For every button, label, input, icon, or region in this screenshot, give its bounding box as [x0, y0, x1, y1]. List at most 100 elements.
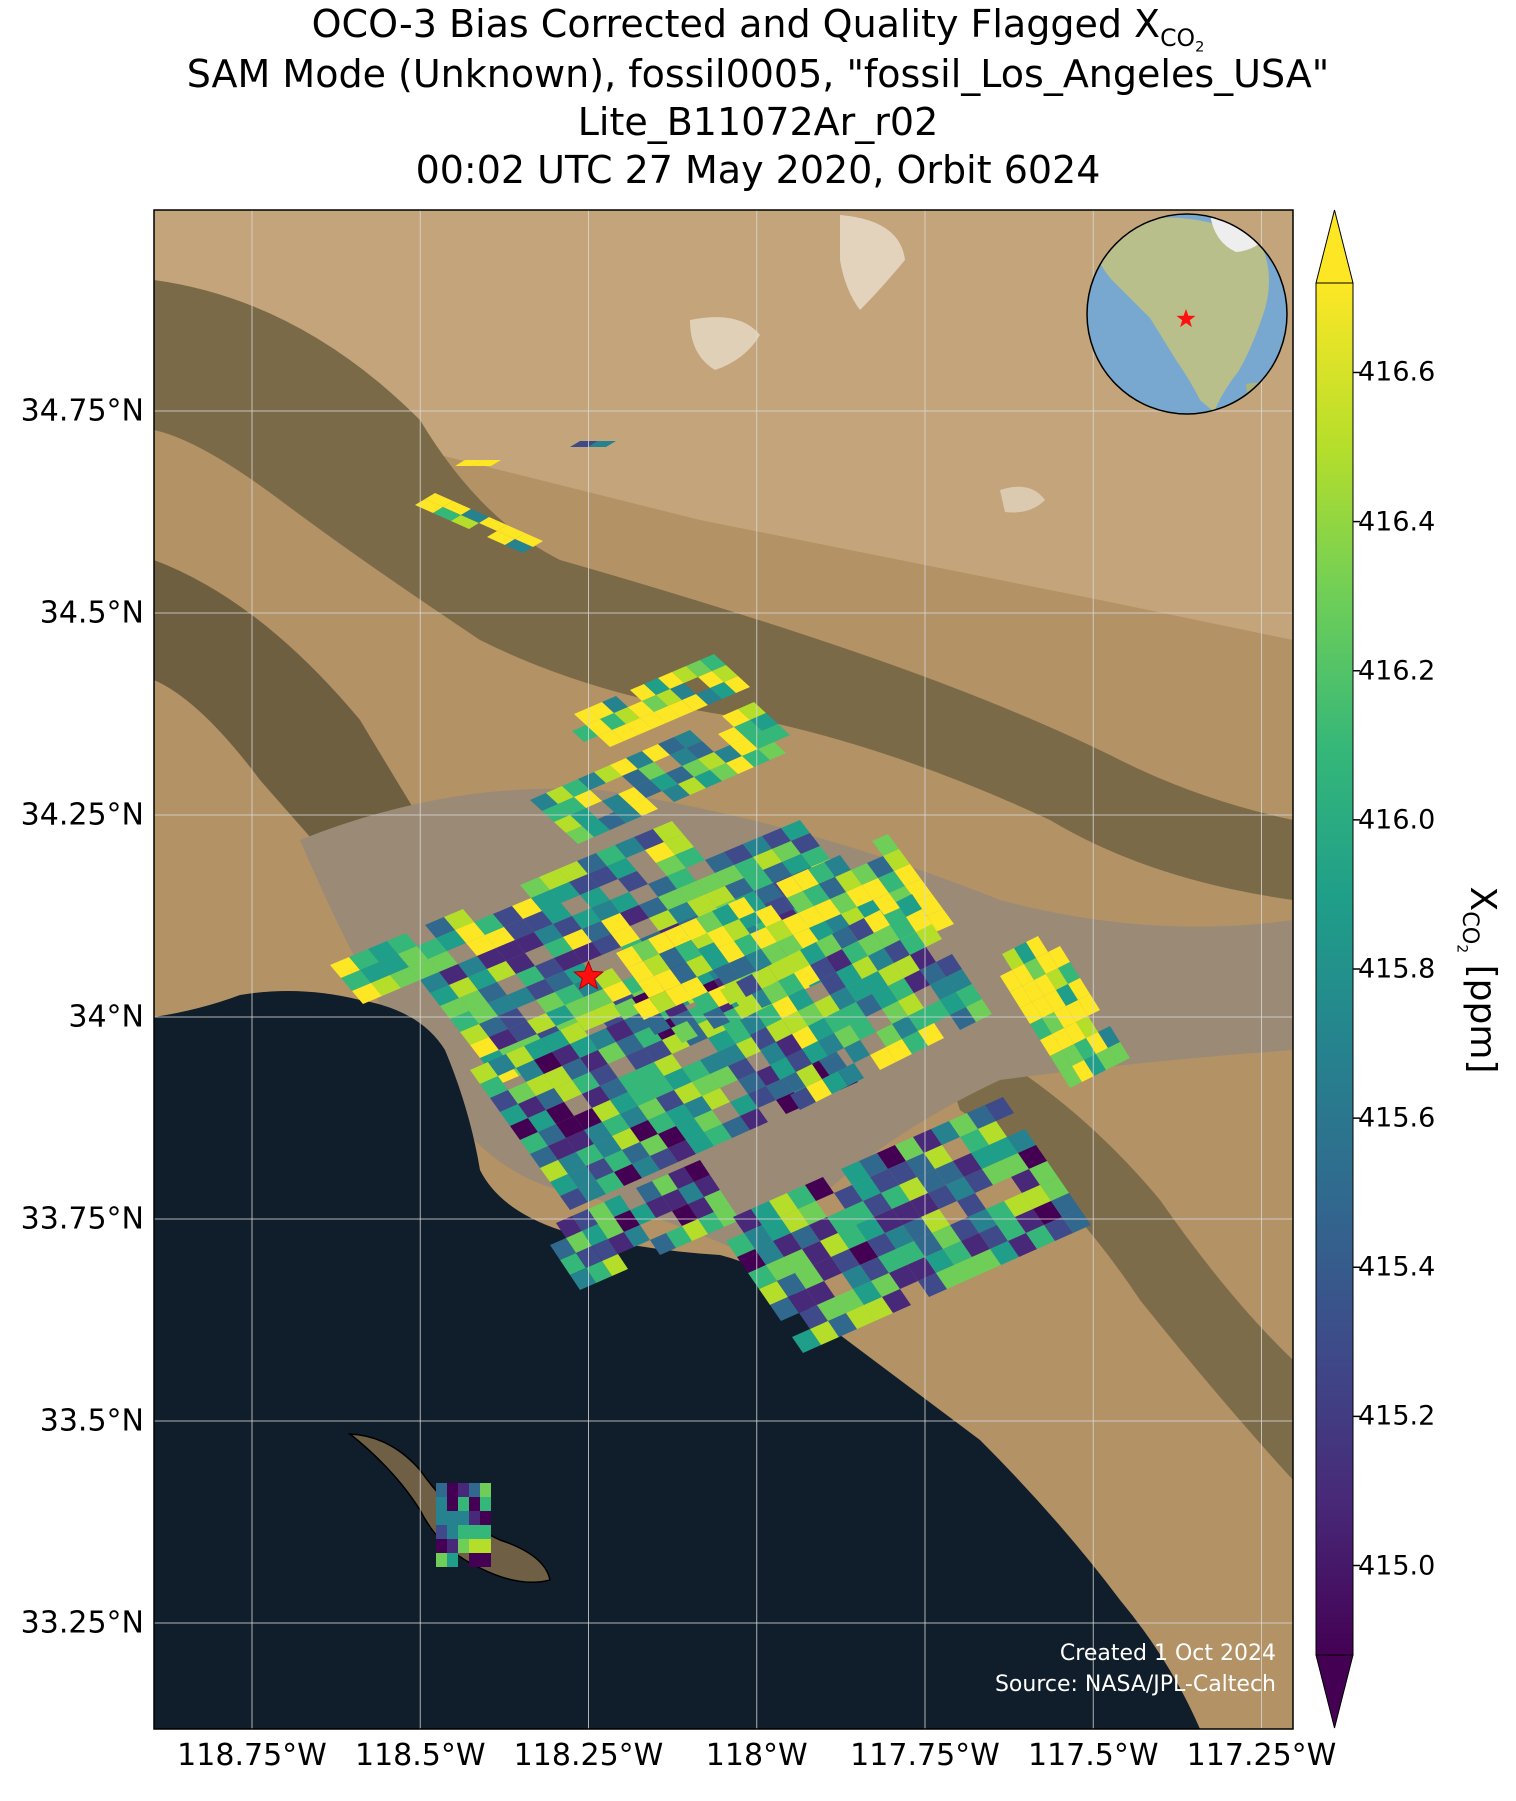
sounding-footprint — [658, 1126, 686, 1148]
sounding-footprint — [417, 938, 447, 959]
sounding-footprint — [799, 1305, 828, 1329]
sounding-footprint — [805, 1177, 834, 1201]
sounding-footprint — [544, 1066, 572, 1088]
sounding-footprint — [443, 501, 471, 515]
sounding-footprint — [487, 961, 516, 982]
sounding-footprint — [1062, 1209, 1091, 1233]
sounding-footprint — [705, 852, 734, 873]
sounding-footprint — [570, 1036, 598, 1058]
colorbar-min-extension — [1315, 1654, 1354, 1729]
sounding-footprint — [1026, 936, 1048, 958]
sounding-footprint — [914, 1233, 943, 1257]
sounding-footprint — [488, 995, 517, 1016]
sounding-footprint — [738, 702, 766, 720]
sounding-footprint — [758, 742, 786, 760]
sounding-footprint — [943, 1241, 972, 1265]
sounding-footprint — [531, 890, 561, 911]
sounding-footprint — [840, 1002, 866, 1025]
sounding-footprint — [1096, 1048, 1118, 1070]
sounding-footprint — [755, 1241, 784, 1265]
sounding-footprint — [722, 1116, 750, 1138]
sounding-footprint — [638, 762, 666, 780]
sounding-footprint — [577, 853, 607, 874]
sounding-footprint — [601, 913, 630, 934]
sounding-footprint — [469, 1483, 480, 1497]
sounding-footprint — [1000, 1153, 1029, 1177]
sounding-footprint — [618, 787, 646, 805]
sounding-footprint — [628, 1084, 656, 1106]
sounding-footprint — [892, 1016, 918, 1039]
lon-tick-label: 118°W — [705, 1738, 808, 1773]
sounding-footprint — [882, 1001, 908, 1024]
sounding-footprint — [573, 942, 602, 963]
sounding-footprint — [813, 1257, 842, 1281]
lon-tick-label: 118.25°W — [513, 1738, 664, 1773]
sounding-footprint — [630, 1120, 658, 1142]
sounding-footprint — [656, 689, 682, 706]
sounding-footprint — [776, 1034, 802, 1057]
sounding-footprint — [580, 887, 610, 908]
sounding-footprint — [574, 708, 600, 725]
sounding-footprint — [950, 1007, 976, 1030]
sounding-footprint — [908, 1008, 934, 1031]
sounding-footprint — [572, 725, 598, 742]
sounding-footprint — [916, 924, 942, 947]
north-america-landmass — [1090, 217, 1269, 412]
sounding-footprint — [518, 1096, 546, 1118]
sounding-footprint — [584, 1122, 612, 1144]
sounding-footprint — [624, 1225, 650, 1247]
sounding-footprint — [772, 996, 798, 1019]
sounding-footprint — [954, 1257, 983, 1281]
sounding-footprint — [451, 515, 479, 529]
sounding-footprint — [612, 1128, 640, 1150]
sounding-footprint — [778, 973, 804, 996]
sounding-footprint — [762, 724, 790, 742]
sounding-footprint — [450, 1011, 479, 1032]
sounding-footprint — [479, 1016, 508, 1037]
sounding-footprint — [675, 940, 702, 962]
sounding-footprint — [712, 904, 739, 926]
colorbar-tick-label: 416.2 — [1358, 655, 1436, 687]
sounding-footprint — [604, 1150, 632, 1172]
sounding-footprint — [643, 954, 670, 976]
sounding-footprint — [447, 1511, 458, 1525]
sounding-footprint — [556, 1116, 584, 1138]
sounding-footprint — [640, 1134, 668, 1156]
sounding-footprint — [846, 979, 872, 1002]
sounding-footprint — [480, 1553, 491, 1567]
sounding-footprint — [387, 933, 417, 954]
sounding-footprint — [1011, 1169, 1040, 1193]
colorbar-tick-label: 415.8 — [1358, 953, 1436, 985]
sounding-footprint — [1074, 1038, 1096, 1060]
sounding-footprint — [842, 941, 868, 964]
colorbar-tick-label: 415.6 — [1358, 1102, 1436, 1134]
sounding-footprint — [658, 889, 687, 910]
sounding-footprint — [838, 1063, 864, 1086]
sounding-footprint — [671, 1021, 698, 1043]
sounding-footprint — [563, 929, 592, 950]
sounding-footprint — [703, 1007, 730, 1029]
sounding-footprint — [615, 837, 645, 858]
sounding-footprint — [527, 1013, 556, 1034]
sounding-footprint — [820, 1233, 849, 1257]
sounding-footprint — [700, 654, 726, 671]
sounding-footprint — [728, 1058, 756, 1080]
sounding-footprint — [867, 1233, 896, 1257]
sounding-footprint — [728, 897, 755, 919]
sounding-footprint — [538, 1124, 566, 1146]
sounding-footprint — [508, 1082, 536, 1104]
sounding-footprint — [592, 1100, 620, 1122]
sounding-footprint — [667, 868, 696, 889]
sounding-footprint — [530, 793, 558, 811]
sounding-footprint — [985, 1097, 1014, 1121]
sounding-footprint — [1024, 958, 1046, 980]
sounding-footprint — [718, 727, 746, 745]
sounding-footprint — [473, 460, 501, 466]
sounding-footprint — [894, 864, 921, 886]
sounding-footprint — [872, 986, 898, 1009]
sounding-footprint — [694, 1110, 722, 1132]
sounding-footprint — [466, 935, 496, 956]
sounding-footprint — [960, 1129, 989, 1153]
sounding-footprint — [1086, 1032, 1108, 1054]
sounding-footprint — [744, 870, 773, 891]
